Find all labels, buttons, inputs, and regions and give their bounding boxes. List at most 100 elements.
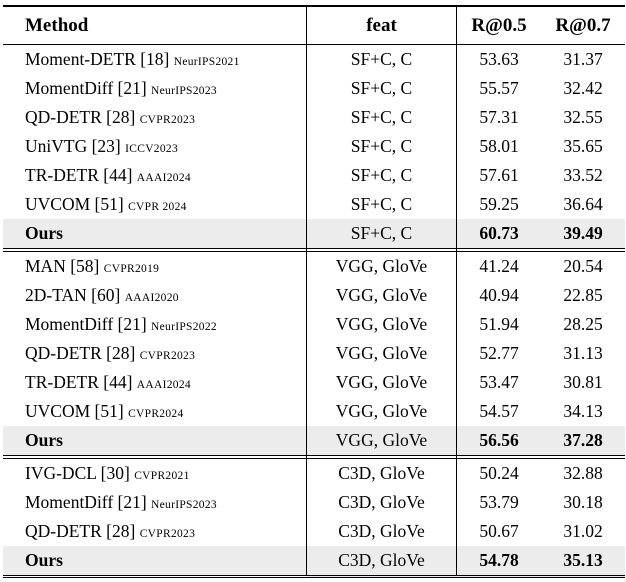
method-name: UniVTG [23] [25,136,121,156]
r05-cell: 59.25 [479,194,519,214]
r05-cell: 40.94 [479,285,519,305]
r05-cell: 60.73 [479,223,519,243]
r07-cell: 37.28 [563,430,603,450]
method-name: Ours [25,550,63,570]
venue-label: CVPR2023 [139,350,196,362]
separator-cell [306,248,457,252]
r05-cell: 54.78 [479,550,519,570]
r05-cell: 55.57 [479,78,519,98]
r07-cell: 20.54 [563,256,603,276]
r07-cell: 28.25 [563,314,603,334]
table-row: UniVTG [23] ICCV2023 SF+C, C 58.01 35.65 [3,132,625,161]
r05-cell: 54.57 [479,401,519,421]
method-cell: UniVTG [23] ICCV2023 [3,132,307,161]
r07-cell: 35.65 [563,136,603,156]
r07-cell: 32.88 [563,463,603,483]
table-row: UVCOM [51] CVPR 2024 SF+C, C 59.25 36.64 [3,190,625,219]
feat-cell: C3D, GloVe [306,546,457,577]
section-separator-rule [3,455,625,459]
feat-cell: VGG, GloVe [306,251,457,281]
r07-cell: 31.13 [563,343,603,363]
method-cell: QD-DETR [28] CVPR2023 [3,517,307,546]
separator-cell [306,455,457,459]
method-name: QD-DETR [28] [25,343,136,363]
feat-cell: VGG, GloVe [306,426,457,456]
venue-label: ICCV2023 [125,143,179,155]
r05-cell: 58.01 [479,136,519,156]
method-cell: QD-DETR [28] CVPR2023 [3,103,307,132]
r05-cell: 57.61 [479,165,519,185]
r07-cell: 39.49 [563,223,603,243]
method-name: MomentDiff [21] [25,492,147,512]
r07-cell: 33.52 [563,165,603,185]
feat-cell: SF+C, C [306,44,457,74]
separator-cell [541,455,625,459]
venue-label: AAAI2024 [136,379,191,391]
method-cell: MomentDiff [21] NeurIPS2023 [3,488,307,517]
method-cell: UVCOM [51] CVPR2024 [3,397,307,426]
venue-label: CVPR2021 [134,470,190,482]
venue-label: AAAI2020 [124,292,179,304]
method-cell: QD-DETR [28] CVPR2023 [3,339,307,368]
r07-cell: 36.64 [563,194,603,214]
method-cell: TR-DETR [44] AAAI2024 [3,161,307,190]
feat-cell: VGG, GloVe [306,281,457,310]
method-name: MomentDiff [21] [25,314,147,334]
method-cell: IVG-DCL [30] CVPR2021 [3,458,307,488]
table-row: MAN [58] CVPR2019 VGG, GloVe 41.24 20.54 [3,251,625,281]
method-name: TR-DETR [44] [25,165,133,185]
separator-cell [541,248,625,252]
method-name: UVCOM [51] [25,401,124,421]
r07-cell: 30.81 [563,372,603,392]
r05-cell: 41.24 [479,256,519,276]
venue-label: CVPR2023 [139,528,196,540]
header-row: Method feat R@0.5 R@0.7 [3,6,625,45]
separator-cell [3,248,307,252]
r07-cell: 32.42 [563,78,603,98]
r05-cell: 51.94 [479,314,519,334]
method-name: IVG-DCL [30] [25,463,130,483]
method-cell: UVCOM [51] CVPR 2024 [3,190,307,219]
separator-cell [456,455,541,459]
results-table: Method feat R@0.5 R@0.7 Moment-DETR [18]… [3,5,625,578]
table-row: TR-DETR [44] AAAI2024 VGG, GloVe 53.47 30.8… [3,368,625,397]
r07-cell: 31.02 [563,521,603,541]
method-cell: TR-DETR [44] AAAI2024 [3,368,307,397]
table-row: Moment-DETR [18] NeurIPS2021 SF+C, C 53.63… [3,44,625,74]
table-row: IVG-DCL [30] CVPR2021 C3D, GloVe 50.24 32.8… [3,458,625,488]
table-row: TR-DETR [44] AAAI2024 SF+C, C 57.61 33.52 [3,161,625,190]
r07-cell: 31.37 [563,49,603,69]
method-cell: Ours [3,219,307,249]
method-name: 2D-TAN [60] [25,285,121,305]
method-name: MAN [58] [25,256,100,276]
table-row: QD-DETR [28] CVPR2023 C3D, GloVe 50.67 31.0… [3,517,625,546]
method-name: Moment-DETR [18] [25,49,170,69]
method-name: QD-DETR [28] [25,521,136,541]
venue-label: NeurIPS2021 [173,56,240,68]
r07-cell: 22.85 [563,285,603,305]
table-row: UVCOM [51] CVPR2024 VGG, GloVe 54.57 34.13 [3,397,625,426]
table-row-ours: Ours VGG, GloVe 56.56 37.28 [3,426,625,456]
col-header-feat: feat [306,6,457,45]
table-row: MomentDiff [21] NeurIPS2022 VGG, GloVe 51.… [3,310,625,339]
separator-cell [3,455,307,459]
feat-cell: SF+C, C [306,190,457,219]
feat-cell: C3D, GloVe [306,517,457,546]
feat-cell: VGG, GloVe [306,397,457,426]
method-cell: MomentDiff [21] NeurIPS2022 [3,310,307,339]
table-row: QD-DETR [28] CVPR2023 SF+C, C 57.31 32.55 [3,103,625,132]
r05-cell: 56.56 [479,430,519,450]
method-cell: Ours [3,546,307,577]
venue-label: CVPR2024 [128,408,184,420]
r05-cell: 50.24 [479,463,519,483]
venue-label: NeurIPS2023 [151,499,217,511]
r05-cell: 53.63 [479,49,519,69]
table-row-ours: Ours C3D, GloVe 54.78 35.13 [3,546,625,577]
venue-label: CVPR2023 [139,114,196,126]
r05-cell: 52.77 [479,343,519,363]
section-separator-rule [3,248,625,252]
r05-cell: 53.79 [479,492,519,512]
method-cell: MomentDiff [21] NeurIPS2023 [3,74,307,103]
table-row-ours: Ours SF+C, C 60.73 39.49 [3,219,625,249]
